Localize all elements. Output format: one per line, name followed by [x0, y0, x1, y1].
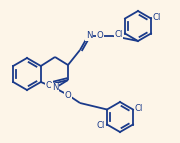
- Text: O: O: [65, 91, 71, 100]
- Text: N: N: [52, 84, 58, 93]
- Text: Cl: Cl: [97, 121, 105, 130]
- Text: N: N: [86, 31, 92, 40]
- Text: O: O: [97, 31, 103, 40]
- Text: O: O: [46, 81, 52, 90]
- Text: Cl: Cl: [153, 13, 161, 22]
- Text: Cl: Cl: [135, 104, 143, 113]
- Text: Cl: Cl: [115, 30, 123, 39]
